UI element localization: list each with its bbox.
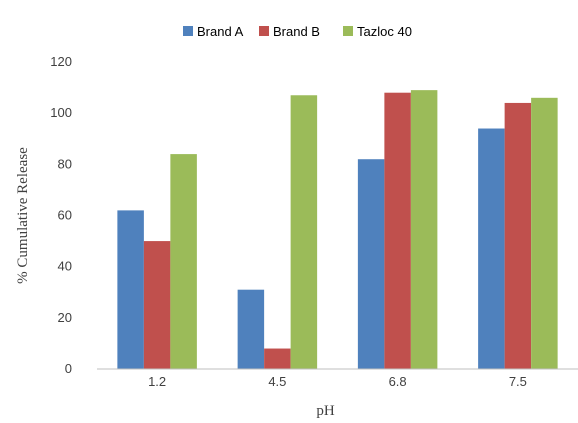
bar-tazloc-40-7.5 (531, 97, 558, 370)
x-tick-label: 6.8 (389, 374, 407, 389)
bar-tazloc-40-6.8 (410, 90, 438, 370)
y-tick-label: 20 (58, 310, 72, 325)
y-tick-label: 120 (50, 54, 72, 69)
bar-brand-a-1.2 (117, 210, 144, 369)
y-tick-label: 0 (65, 361, 72, 376)
x-tick-label: 7.5 (509, 374, 527, 389)
legend-label: Brand B (273, 24, 320, 39)
bar-brand-a-6.8 (357, 159, 385, 369)
x-axis-title: pH (316, 403, 335, 419)
x-tick-label: 4.5 (268, 374, 286, 389)
bar-group-7.5 (478, 97, 558, 370)
legend-label: Brand A (197, 24, 244, 39)
bar-tazloc-40-1.2 (170, 154, 197, 369)
legend-item: Brand B (259, 24, 320, 39)
legend-item: Tazloc 40 (343, 24, 412, 39)
bar-group-1.2 (117, 154, 197, 369)
x-axis-ticks: 1.2 4.5 6.8 7.5 (148, 374, 527, 389)
bar-tazloc-40-4.5 (290, 95, 318, 369)
legend-item: Brand A (183, 24, 244, 39)
legend-swatch (259, 26, 269, 36)
bar-group-6.8 (357, 90, 438, 370)
y-axis-title: % Cumulative Release (15, 147, 31, 284)
bar-brand-a-4.5 (237, 289, 265, 369)
x-tick-label: 1.2 (148, 374, 166, 389)
y-tick-label: 40 (58, 259, 72, 274)
bar-brand-b-4.5 (264, 348, 291, 369)
y-tick-label: 100 (50, 105, 72, 120)
bar-group-4.5 (237, 95, 318, 369)
legend-swatch (343, 26, 353, 36)
bar-groups (117, 90, 558, 370)
legend-swatch (183, 26, 193, 36)
y-tick-label: 60 (58, 208, 72, 223)
y-axis-ticks: 0 20 40 60 80 100 120 (50, 54, 72, 376)
bar-brand-b-7.5 (504, 102, 532, 369)
y-tick-label: 80 (58, 156, 72, 171)
bar-brand-b-1.2 (143, 241, 171, 369)
bar-brand-a-7.5 (478, 128, 505, 369)
chart-legend: Brand A Brand B Tazloc 40 (183, 24, 412, 39)
legend-label: Tazloc 40 (357, 24, 412, 39)
bar-brand-b-6.8 (384, 92, 411, 369)
